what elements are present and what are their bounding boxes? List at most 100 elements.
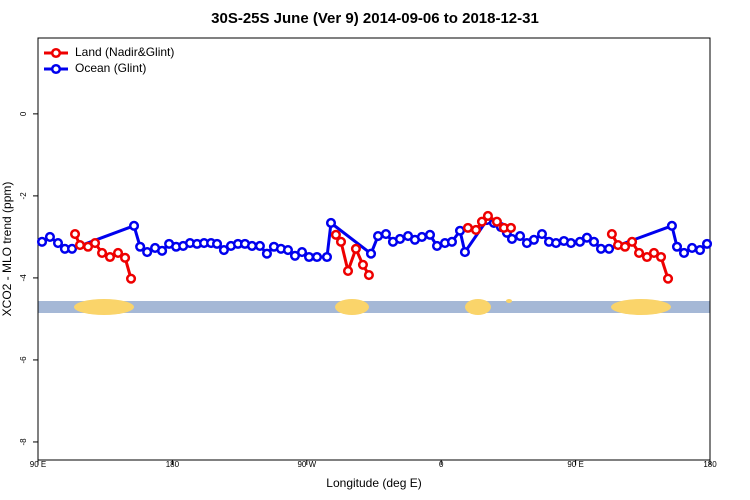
data-point [44,231,55,242]
data-point [89,238,101,249]
legend-label: Land (Nadir&Glint) [75,45,174,59]
data-point [671,241,683,252]
land-band [506,299,512,303]
data-point [626,236,638,247]
data-point [135,241,146,252]
data-point [416,231,427,242]
data-point [372,231,384,242]
data-point [365,248,377,259]
data-point [125,273,137,284]
data-point [506,233,518,245]
data-point [52,238,64,249]
data-point [701,238,713,249]
data-point [112,247,124,258]
data-point [128,220,140,231]
data-point [491,216,502,227]
data-point [424,229,436,240]
data-point [357,259,368,270]
data-point [446,236,458,247]
data-point [380,228,391,240]
data-point [363,269,374,281]
data-point [296,247,308,258]
data-point [694,244,706,256]
y-tick-label: -2 [19,192,28,200]
data-point [595,243,607,254]
data-point [69,228,81,240]
data-point [565,238,577,249]
data-point [476,216,488,227]
data-point [687,242,698,254]
x-tick-label: 0 [439,460,444,469]
data-point [462,222,473,233]
data-point [641,251,653,263]
ocean-band [38,301,710,313]
data-point [330,229,341,240]
data-point [604,243,615,254]
data-point [606,228,617,240]
y-axis-label: XCO2 - MLO trend (ppm) [0,182,14,317]
data-point [550,238,562,249]
data-point [505,222,516,233]
data-point [482,210,493,222]
data-point [655,251,667,263]
data-point [261,248,272,259]
legend-label: Ocean (Glint) [75,61,146,75]
data-point [303,251,315,263]
data-point [581,232,592,243]
data-point [454,225,466,236]
data-point [218,244,229,256]
data-point [142,247,153,258]
data-point [66,243,78,254]
y-tick-label: -6 [19,356,28,364]
x-tick-label: 90 E [30,460,46,469]
data-point [394,233,406,245]
data-point [459,247,470,258]
legend-marker [50,47,62,59]
y-tick-label: 0 [19,111,28,116]
land-band [611,299,671,315]
data-point [282,244,294,256]
data-point [574,236,585,247]
land-band [74,299,134,315]
y-tick-label: -4 [19,274,28,282]
legend-marker [50,63,62,75]
data-point [321,251,333,263]
data-point [678,247,690,258]
data-point [470,224,482,235]
x-tick-label: 180 [703,460,717,469]
data-point [536,228,548,240]
data-point [335,236,347,247]
data-point [36,236,48,247]
data-point [648,247,660,258]
data-point [74,240,86,251]
x-tick-label: 90 E [567,460,583,469]
data-point [634,247,645,258]
x-tick-label: 180 [166,460,180,469]
data-point [662,273,674,284]
y-tick-label: -8 [19,438,28,446]
data-point [97,247,108,258]
plot-frame [37,37,711,461]
data-point [254,240,265,251]
data-point [528,234,539,245]
data-point [120,252,131,263]
x-tick-label: 90 W [297,460,316,469]
data-point [619,241,631,252]
data-point [212,238,223,249]
data-point [514,231,526,242]
data-point [666,220,677,231]
data-point [350,243,361,254]
chart-title: 30S-25S June (Ver 9) 2014-09-06 to 2018-… [211,10,539,27]
land-band [335,299,369,315]
land-band [465,299,491,315]
data-point [431,240,443,251]
data-point [325,217,337,229]
data-point [311,251,323,263]
data-point [246,240,258,251]
data-point [588,236,600,247]
data-point [157,245,168,256]
data-point [342,265,354,276]
data-point [104,251,116,263]
x-axis-label: Longitude (deg E) [326,476,421,490]
